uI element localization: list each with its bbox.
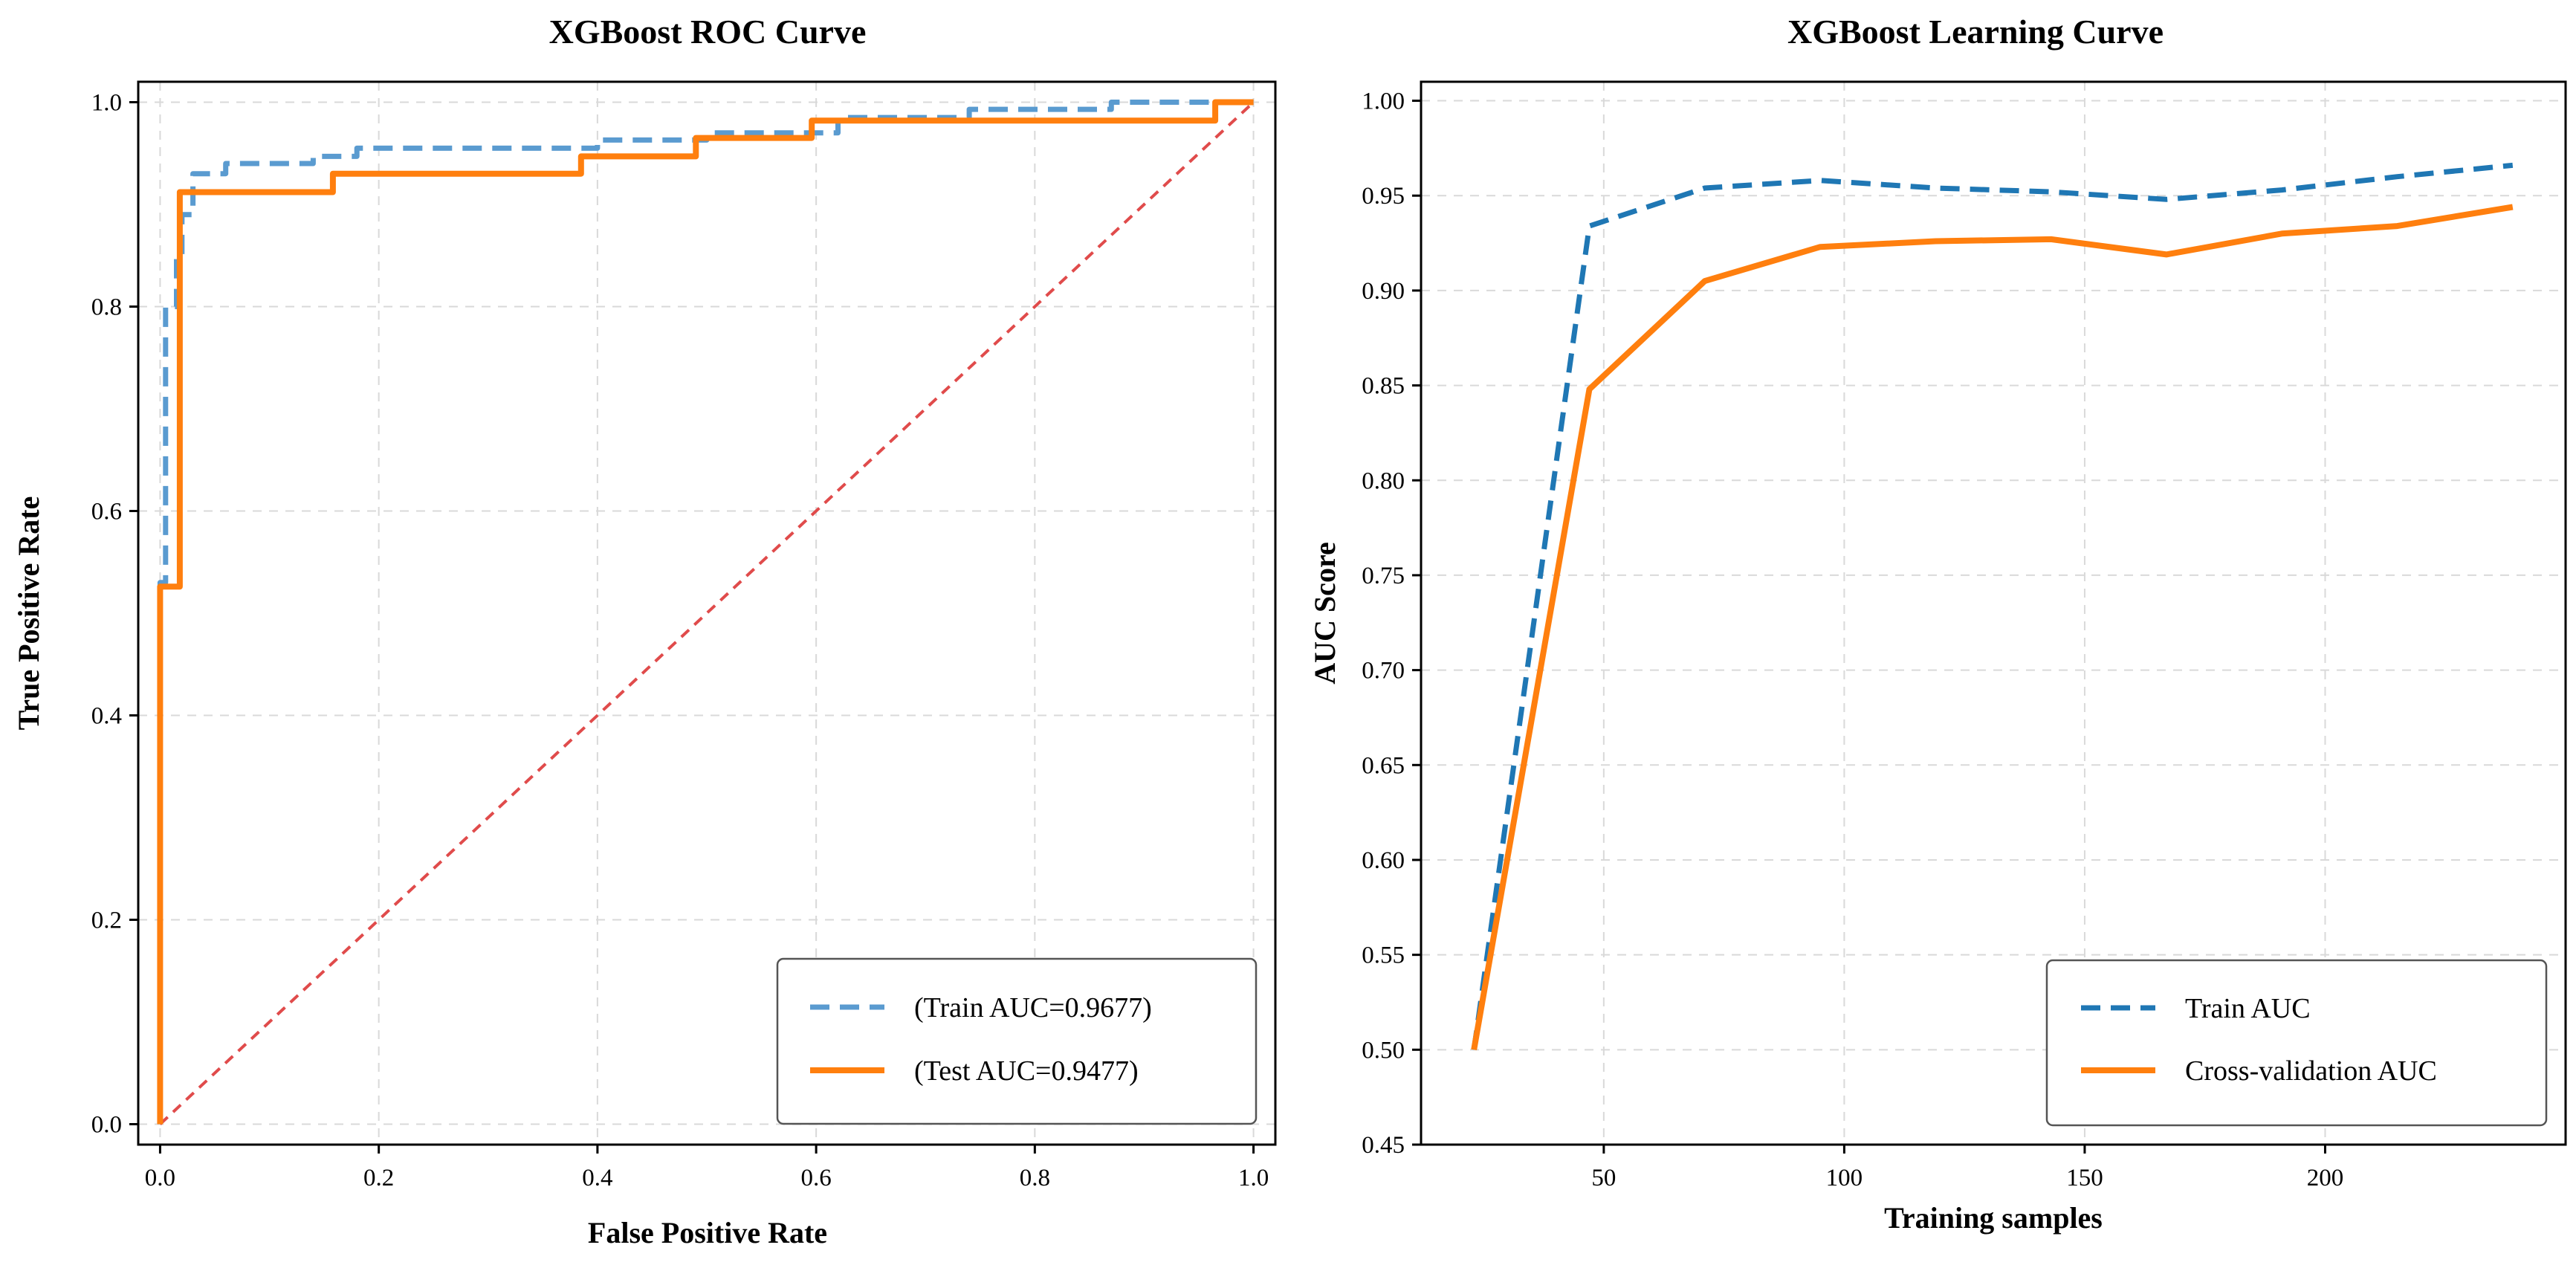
roc-series-train-auc-0-9677-line (157, 100, 1254, 1125)
lc-legend-cv-label: Cross-validation AUC (2185, 1055, 2437, 1087)
roc-y-tick-label: 0.6 (91, 499, 122, 525)
lc-y-tick-label: 0.90 (1362, 278, 1405, 305)
lc-x-ticks: 50 100 150 200 (1591, 1145, 2343, 1191)
lc-y-tick-label: 0.75 (1362, 563, 1405, 589)
roc-y-tick-label: 1.0 (91, 90, 122, 117)
lc-x-tick-label: 200 (2307, 1165, 2344, 1191)
lc-y-tick-label: 1.00 (1362, 88, 1405, 115)
lc-y-tick-label: 0.85 (1362, 373, 1405, 400)
roc-chart-panel: XGBoost ROC Curve 0.0 0.2 0.4 0.6 0.8 1.0 0.0… (12, 13, 1277, 1249)
learning-curve-panel: XGBoost Learning Curve 50 100 150 200 0.450… (1308, 13, 2567, 1235)
roc-y-axis-label: True Positive Rate (12, 496, 45, 731)
roc-legend: (Train AUC=0.9677) (Test AUC=0.9477) (776, 957, 1258, 1125)
lc-x-tick-label: 100 (1826, 1165, 1863, 1191)
lc-x-tick-label: 150 (2066, 1165, 2103, 1191)
roc-plot-frame (137, 80, 1277, 1146)
lc-series-group (1471, 162, 2514, 1050)
roc-legend-train-label: (Train AUC=0.9677) (914, 992, 1152, 1023)
roc-x-tick-label: 1.0 (1238, 1165, 1269, 1191)
roc-x-axis-label: False Positive Rate (588, 1216, 827, 1249)
lc-y-tick-label: 0.70 (1362, 658, 1405, 685)
lc-y-ticks: 0.45 0.50 0.55 0.60 0.65 0.70 0.75 0.80 0.85 0.90… (1362, 88, 1421, 1159)
lc-x-axis-label: Training samples (1884, 1201, 2103, 1235)
roc-x-tick-label: 0.2 (363, 1165, 394, 1191)
roc-y-ticks: 0.0 0.2 0.4 0.6 0.8 1.0 (91, 90, 138, 1139)
lc-legend-train-label: Train AUC (2185, 993, 2311, 1024)
roc-y-tick-label: 0.8 (91, 294, 122, 321)
roc-y-tick-label: 0.2 (91, 908, 122, 934)
roc-chart-title: XGBoost ROC Curve (549, 13, 867, 51)
roc-y-tick-label: 0.0 (91, 1112, 122, 1139)
lc-y-tick-label: 0.95 (1362, 183, 1405, 210)
roc-legend-box (776, 957, 1258, 1125)
lc-y-tick-label: 0.45 (1362, 1132, 1405, 1159)
roc-series-group (157, 99, 1255, 1125)
roc-x-tick-label: 0.0 (145, 1165, 175, 1191)
lc-y-tick-label: 0.60 (1362, 847, 1405, 874)
lc-y-tick-label: 0.55 (1362, 942, 1405, 969)
lc-series-train-auc-line (1471, 162, 2514, 1050)
lc-legend-box (2045, 959, 2548, 1127)
lc-series-cross-validation-auc-line (1471, 204, 2514, 1050)
roc-x-tick-label: 0.8 (1020, 1165, 1050, 1191)
lc-x-tick-label: 50 (1591, 1165, 1616, 1191)
roc-x-ticks: 0.0 0.2 0.4 0.6 0.8 1.0 (145, 1145, 1269, 1191)
lc-legend: Train AUC Cross-validation AUC (2045, 959, 2548, 1127)
roc-series-test-auc-0-9477-line (157, 99, 1254, 1125)
lc-y-tick-label: 0.80 (1362, 468, 1405, 494)
lc-y-axis-label: AUC Score (1308, 542, 1342, 684)
roc-x-tick-label: 0.4 (582, 1165, 612, 1191)
roc-x-tick-label: 0.6 (800, 1165, 831, 1191)
lc-plot-frame (1420, 80, 2567, 1146)
roc-legend-test-label: (Test AUC=0.9477) (914, 1055, 1139, 1087)
lc-y-tick-label: 0.50 (1362, 1037, 1405, 1064)
roc-y-tick-label: 0.4 (91, 703, 122, 730)
lc-chart-title: XGBoost Learning Curve (1787, 13, 2164, 51)
lc-y-tick-label: 0.65 (1362, 752, 1405, 779)
